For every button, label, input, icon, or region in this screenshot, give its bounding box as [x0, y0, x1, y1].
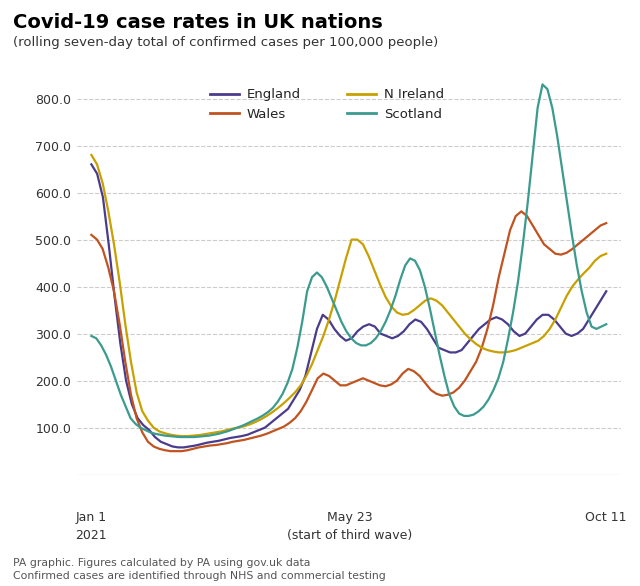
Line: Scotland: Scotland — [92, 84, 606, 437]
England — [452, 349, 460, 356]
Wales — [506, 227, 514, 234]
Text: Confirmed cases are identified through NHS and commercial testing: Confirmed cases are identified through N… — [13, 571, 385, 581]
Wales — [495, 274, 502, 281]
Scotland — [543, 86, 551, 93]
Scotland — [88, 332, 95, 339]
England — [250, 429, 257, 436]
Wales — [500, 250, 508, 257]
Line: N Ireland: N Ireland — [92, 155, 606, 436]
Wales — [472, 358, 480, 365]
Wales — [529, 222, 536, 229]
N Ireland — [500, 349, 508, 356]
Wales — [602, 220, 610, 227]
N Ireland — [88, 151, 95, 158]
Wales — [88, 231, 95, 239]
Scotland — [392, 292, 399, 299]
England — [522, 330, 529, 337]
England — [174, 444, 182, 451]
N Ireland — [472, 340, 480, 347]
N Ireland — [602, 250, 610, 257]
Scotland — [539, 81, 547, 88]
England — [533, 316, 541, 323]
Text: 2021: 2021 — [76, 529, 107, 541]
Text: Jan 1: Jan 1 — [76, 512, 107, 524]
England — [157, 438, 164, 445]
Scotland — [396, 276, 404, 283]
Text: Oct 11: Oct 11 — [586, 512, 627, 524]
Scotland — [176, 434, 184, 441]
Text: (rolling seven-day total of confirmed cases per 100,000 people): (rolling seven-day total of confirmed ca… — [13, 36, 438, 49]
Line: Wales: Wales — [92, 212, 606, 451]
Wales — [167, 448, 175, 455]
Text: (start of third wave): (start of third wave) — [287, 529, 412, 541]
England — [602, 288, 610, 295]
Text: Covid-19 case rates in UK nations: Covid-19 case rates in UK nations — [13, 13, 383, 32]
Legend: England, Wales, N Ireland, Scotland: England, Wales, N Ireland, Scotland — [205, 83, 449, 126]
England — [88, 161, 95, 168]
Line: England: England — [92, 164, 606, 447]
Scotland — [602, 321, 610, 328]
Scotland — [102, 351, 110, 358]
Wales — [399, 370, 406, 377]
Text: PA graphic. Figures calculated by PA using gov.uk data: PA graphic. Figures calculated by PA usi… — [13, 558, 310, 568]
Scotland — [426, 304, 433, 311]
Wales — [518, 208, 525, 215]
N Ireland — [178, 432, 186, 440]
England — [585, 316, 593, 323]
Scotland — [445, 391, 453, 398]
N Ireland — [495, 349, 502, 356]
Text: May 23: May 23 — [327, 512, 372, 524]
N Ireland — [506, 348, 514, 355]
N Ireland — [399, 311, 406, 318]
N Ireland — [523, 342, 531, 349]
